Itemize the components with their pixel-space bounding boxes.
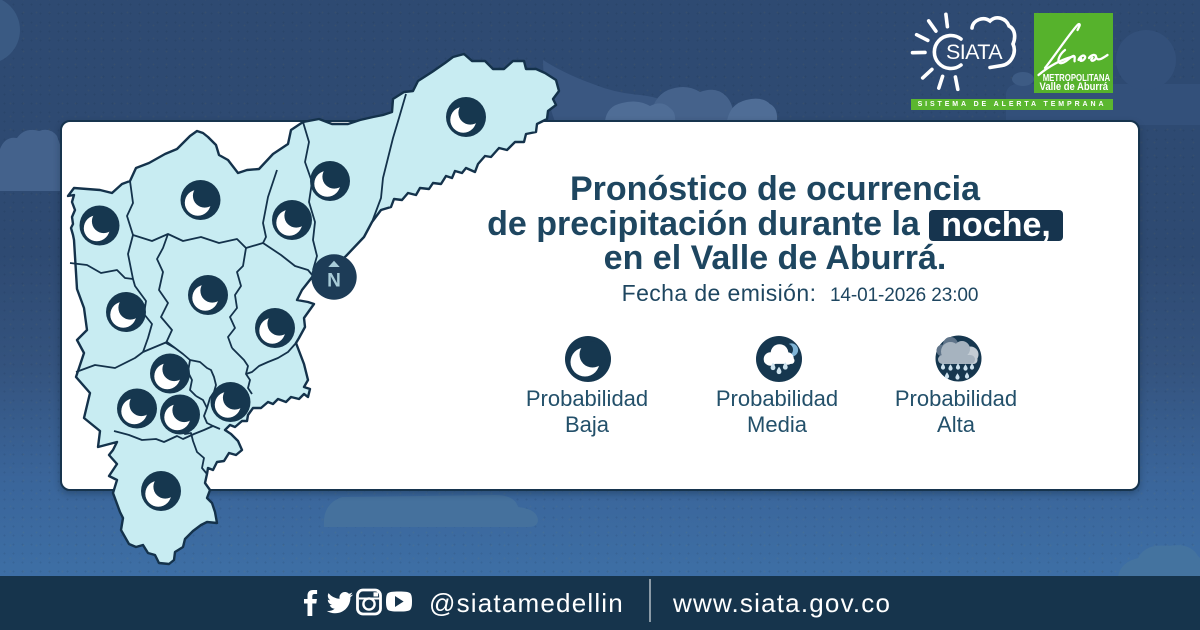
- svg-text:SIATA: SIATA: [946, 40, 1003, 64]
- svg-text:N: N: [327, 271, 341, 292]
